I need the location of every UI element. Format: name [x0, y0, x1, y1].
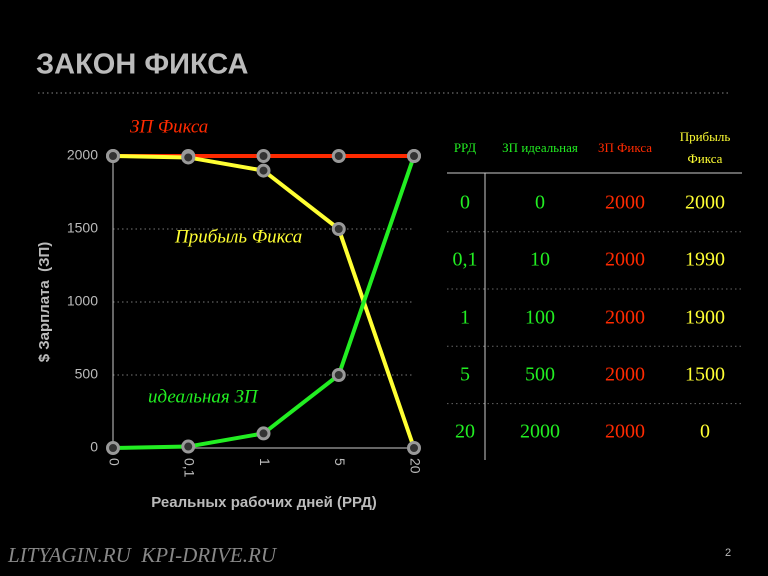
point-marker — [181, 439, 196, 454]
table-header: ЗП идеальная — [502, 140, 578, 155]
table-cell: 1990 — [685, 248, 725, 271]
series-label: ЗП Фикса — [130, 116, 208, 137]
table-cell: 1 — [460, 306, 470, 329]
point-marker — [256, 426, 271, 441]
table-cell: 100 — [525, 306, 555, 329]
x-tick-label: 0 — [106, 458, 122, 466]
x-tick-label: 5 — [332, 458, 348, 466]
table-cell: 2000 — [605, 191, 645, 214]
y-axis-label: $ Зарплата (ЗП) — [36, 242, 53, 363]
table-header: ЗП Фикса — [597, 140, 653, 155]
x-tick-label: 1 — [257, 458, 273, 466]
y-tick-label: 0 — [90, 439, 98, 455]
y-tick-label: 2000 — [67, 147, 98, 163]
x-tick-label: 0,1 — [182, 458, 198, 478]
x-tick-label: 20 — [407, 458, 423, 474]
table-cell: 2000 — [520, 420, 560, 443]
table-cell: 2000 — [605, 306, 645, 329]
point-marker — [331, 222, 346, 236]
y-tick-label: 1500 — [67, 220, 98, 236]
point-marker — [106, 149, 120, 163]
point-marker — [106, 441, 120, 455]
footer: LITYAGIN.RU KPI-DRIVE.RU — [7, 543, 278, 567]
point-marker — [407, 441, 421, 455]
series-label: Прибыль Фикса — [174, 226, 302, 247]
table-cell: 1500 — [685, 363, 725, 386]
table-cell: 0,1 — [452, 248, 478, 271]
table-header: РРД — [453, 140, 477, 155]
series-label: идеальная ЗП — [148, 386, 259, 407]
point-marker — [256, 149, 271, 163]
table-cell: 2000 — [605, 420, 645, 443]
table-cell: 2000 — [605, 248, 645, 271]
table-cell: 5 — [460, 363, 470, 386]
point-marker — [181, 150, 196, 165]
table-cell: 500 — [525, 363, 555, 386]
table-cell: 0 — [535, 191, 545, 214]
table-header: Прибыль Фикса — [679, 129, 731, 166]
slide-title: ЗАКОН ФИКСА — [36, 49, 249, 81]
point-marker — [331, 149, 346, 163]
table-cell: 10 — [530, 248, 550, 271]
table-cell: 1900 — [685, 306, 725, 329]
point-marker — [331, 368, 346, 382]
table-cell: 0 — [460, 191, 470, 214]
point-marker — [256, 163, 271, 178]
point-marker — [407, 149, 421, 163]
table-cell: 2000 — [605, 363, 645, 386]
y-tick-label: 500 — [75, 366, 99, 382]
table-cell: 0 — [700, 420, 710, 443]
page-number: 2 — [725, 547, 731, 559]
table-cell: 2000 — [685, 191, 725, 214]
y-tick-label: 1000 — [67, 293, 98, 309]
x-axis-label: Реальных рабочих дней (РРД) — [151, 494, 377, 511]
table-cell: 20 — [455, 420, 475, 443]
